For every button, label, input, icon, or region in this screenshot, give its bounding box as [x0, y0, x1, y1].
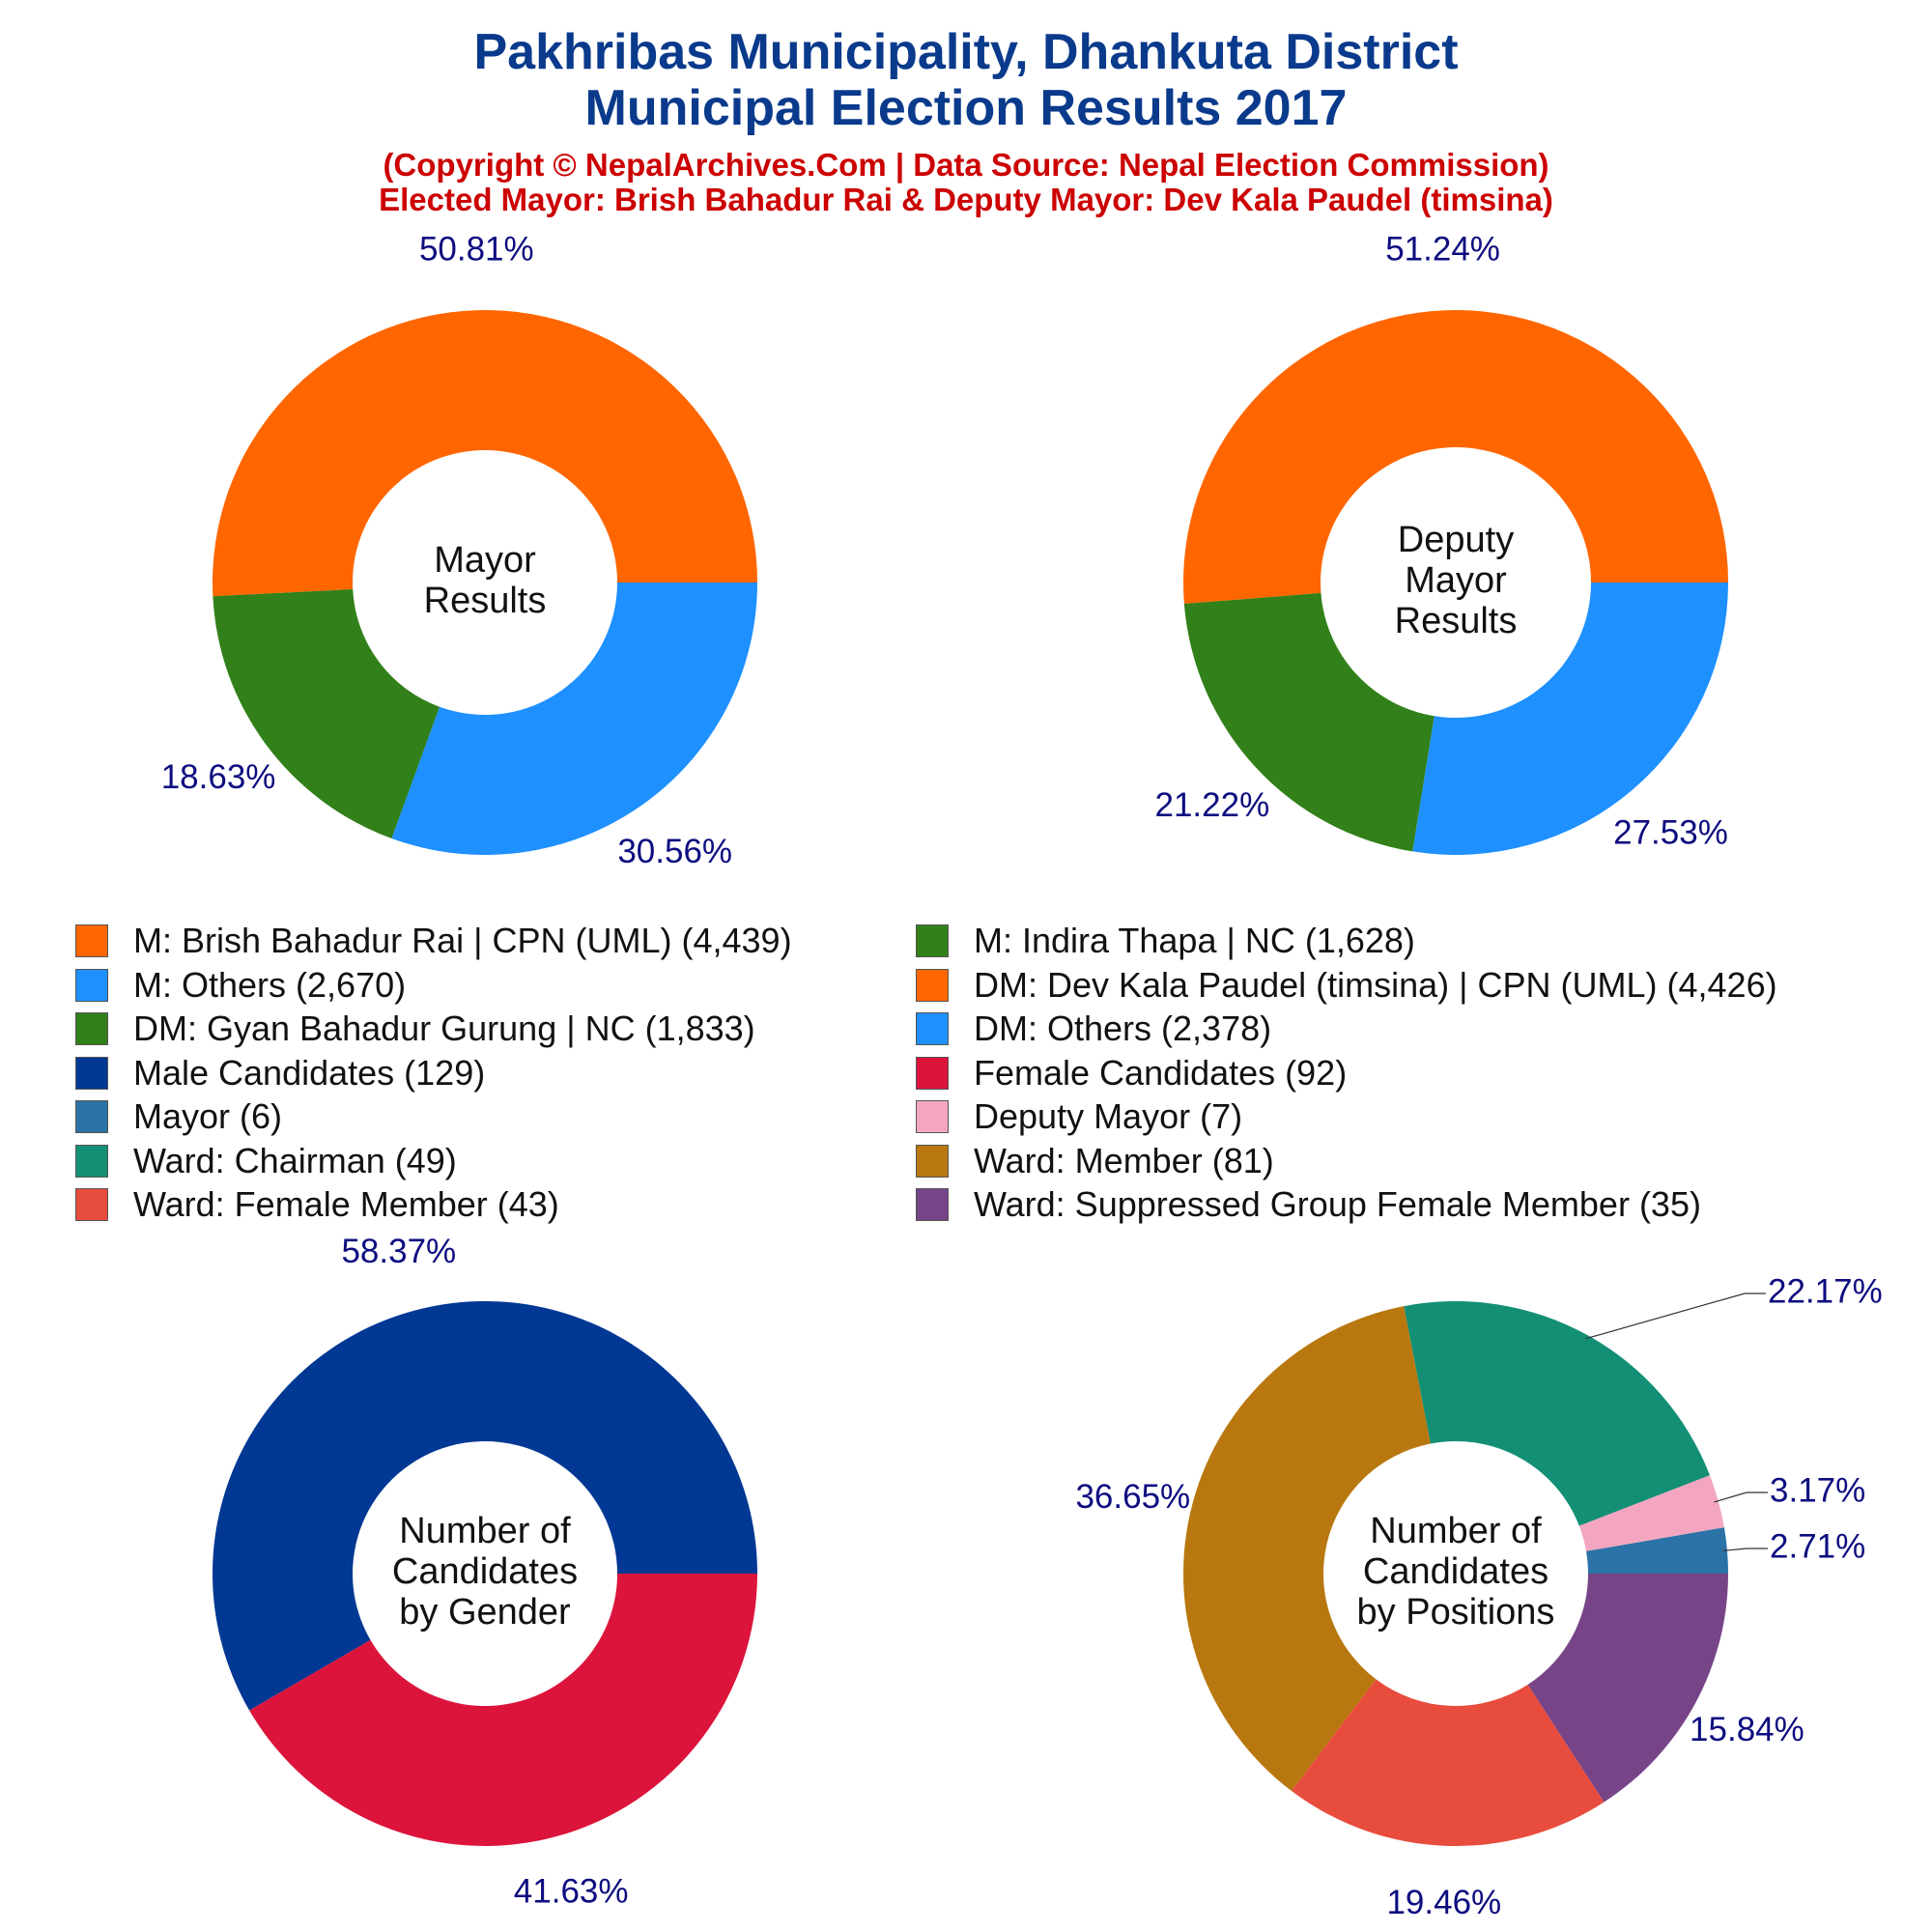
percent-label-positions-ward-suppressed-group-female-member: 15.84% [1690, 1711, 1804, 1748]
percent-label-positions-deputy-mayor: 3.17% [1770, 1471, 1865, 1509]
percent-label-positions-ward-chairman: 22.17% [1768, 1272, 1883, 1310]
percent-label-gender-female-candidates: 41.63% [514, 1872, 629, 1910]
center-label-gender: by Gender [399, 1592, 571, 1633]
percent-label-mayor-m-indira-thapa-nc: 18.63% [161, 758, 276, 796]
slice-mayor-m-indira-thapa-nc [213, 588, 440, 838]
percent-label-deputy-mayor-dm-dev-kala-paudel-timsina-cpn-uml: 51.24% [1385, 231, 1500, 269]
chart-subtitle-copyright: (Copyright © NepalArchives.Com | Data So… [383, 147, 1549, 183]
slice-positions-deputy-mayor [1578, 1475, 1724, 1551]
chart-subtitle-elected: Elected Mayor: Brish Bahadur Rai & Deput… [379, 182, 1553, 217]
leader-line-deputy-mayor [1714, 1492, 1768, 1503]
center-label-gender: Number of [399, 1511, 571, 1551]
slice-positions-ward-chairman [1404, 1301, 1710, 1526]
leader-line-mayor [1722, 1548, 1768, 1551]
center-label-positions: by Positions [1357, 1592, 1555, 1633]
center-label-mayor: Results [424, 581, 547, 621]
percent-label-positions-mayor: 2.71% [1770, 1527, 1865, 1565]
leader-line-ward-chairman [1585, 1293, 1766, 1340]
slice-positions-mayor [1586, 1527, 1728, 1574]
slice-gender-male-candidates [213, 1301, 757, 1711]
slice-mayor-m-others [391, 582, 757, 855]
chart-title-line2: Municipal Election Results 2017 [584, 80, 1348, 136]
center-label-deputy-mayor: Mayor [1405, 560, 1507, 601]
percent-label-gender-male-candidates: 58.37% [341, 1233, 456, 1270]
slice-positions-ward-suppressed-group-female-member [1527, 1574, 1728, 1803]
center-label-deputy-mayor: Results [1395, 601, 1518, 641]
percent-label-mayor-m-others: 30.56% [617, 833, 732, 870]
center-label-positions: Candidates [1363, 1551, 1548, 1592]
percent-label-mayor-m-brish-bahadur-rai-cpn-uml: 50.81% [419, 230, 534, 268]
slice-deputy-mayor-dm-gyan-bahadur-gurung-nc [1183, 592, 1435, 852]
percent-label-positions-ward-member: 36.65% [1075, 1478, 1190, 1516]
slice-positions-ward-member [1182, 1306, 1431, 1792]
slice-mayor-m-brish-bahadur-rai-cpn-uml [212, 309, 757, 597]
percent-label-deputy-mayor-dm-gyan-bahadur-gurung-nc: 21.22% [1154, 786, 1269, 824]
slice-gender-female-candidates [249, 1574, 757, 1846]
center-label-deputy-mayor: Deputy [1398, 520, 1514, 560]
slice-deputy-mayor-dm-others [1412, 582, 1728, 856]
slice-positions-ward-female-member [1292, 1679, 1605, 1846]
center-label-gender: Candidates [392, 1551, 578, 1592]
center-label-mayor: Mayor [434, 540, 536, 581]
center-label-positions: Number of [1370, 1511, 1542, 1551]
percent-label-deputy-mayor-dm-others: 27.53% [1613, 813, 1728, 851]
chart-title-line1: Pakhribas Municipality, Dhankuta Distric… [473, 24, 1459, 80]
percent-label-positions-ward-female-member: 19.46% [1386, 1884, 1501, 1921]
slice-deputy-mayor-dm-dev-kala-paudel-timsina-cpn-uml [1182, 309, 1728, 605]
